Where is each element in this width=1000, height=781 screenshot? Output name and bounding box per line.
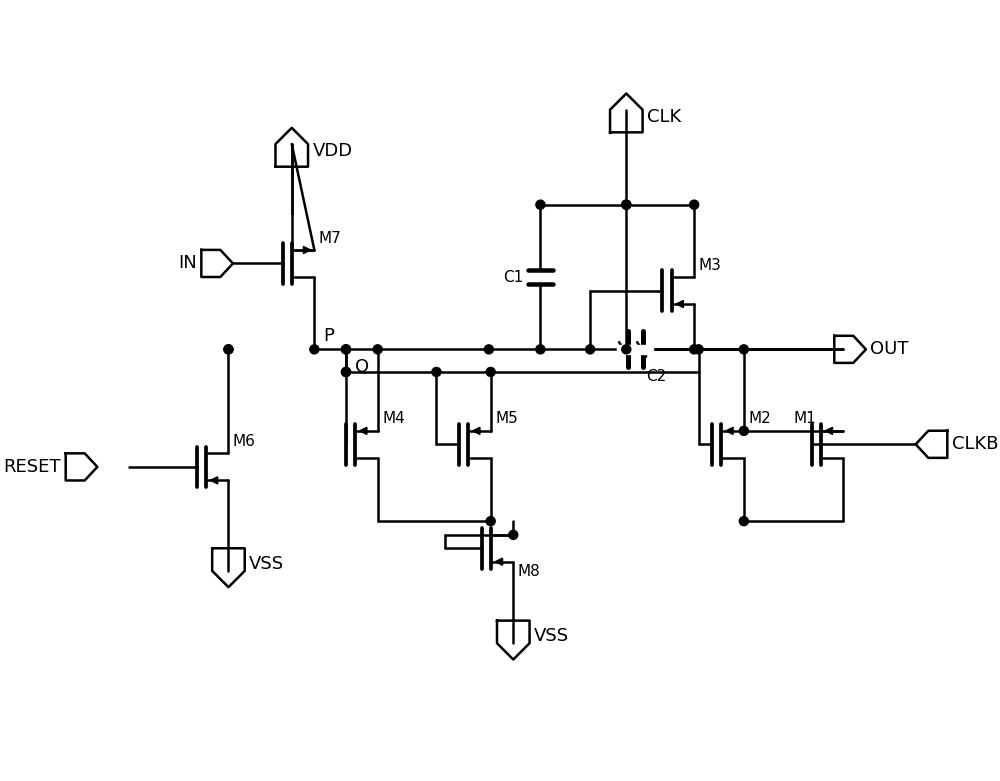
Circle shape [224, 345, 233, 354]
Polygon shape [495, 558, 503, 565]
Text: M8: M8 [518, 564, 541, 579]
Polygon shape [210, 476, 218, 484]
Circle shape [486, 517, 495, 526]
Text: VDD: VDD [313, 142, 353, 160]
Circle shape [310, 345, 319, 354]
Circle shape [739, 426, 748, 435]
Text: CLKB: CLKB [952, 435, 998, 453]
Polygon shape [360, 427, 367, 434]
Text: M6: M6 [233, 434, 256, 449]
Circle shape [586, 345, 595, 354]
Text: VSS: VSS [534, 627, 569, 645]
Text: OUT: OUT [870, 341, 909, 358]
Circle shape [739, 517, 748, 526]
Circle shape [622, 200, 631, 209]
Circle shape [341, 345, 351, 354]
Polygon shape [473, 427, 480, 434]
Text: P: P [323, 326, 334, 344]
Text: Q: Q [355, 358, 369, 376]
Circle shape [486, 367, 495, 376]
Circle shape [622, 345, 631, 354]
Text: M7: M7 [319, 230, 342, 245]
Text: CLK: CLK [647, 108, 681, 126]
Text: IN: IN [178, 255, 197, 273]
Circle shape [341, 345, 351, 354]
Circle shape [739, 345, 748, 354]
Text: M4: M4 [382, 412, 405, 426]
Circle shape [373, 345, 382, 354]
Circle shape [690, 200, 699, 209]
Circle shape [509, 530, 518, 540]
Polygon shape [676, 301, 683, 308]
Circle shape [341, 367, 351, 376]
Circle shape [432, 367, 441, 376]
Text: M2: M2 [748, 412, 771, 426]
Circle shape [694, 345, 703, 354]
Text: C1: C1 [503, 269, 523, 284]
Circle shape [224, 345, 233, 354]
Text: RESET: RESET [4, 458, 61, 476]
Text: M5: M5 [495, 412, 518, 426]
Circle shape [341, 367, 351, 376]
Circle shape [536, 200, 545, 209]
Circle shape [536, 345, 545, 354]
Polygon shape [825, 427, 833, 434]
Text: M1: M1 [793, 412, 816, 426]
Polygon shape [726, 427, 733, 434]
Text: VSS: VSS [249, 555, 284, 573]
Circle shape [690, 345, 699, 354]
Text: C2: C2 [646, 369, 666, 384]
Circle shape [484, 345, 493, 354]
Text: M3: M3 [699, 258, 722, 273]
Polygon shape [303, 247, 311, 254]
Circle shape [622, 200, 631, 209]
